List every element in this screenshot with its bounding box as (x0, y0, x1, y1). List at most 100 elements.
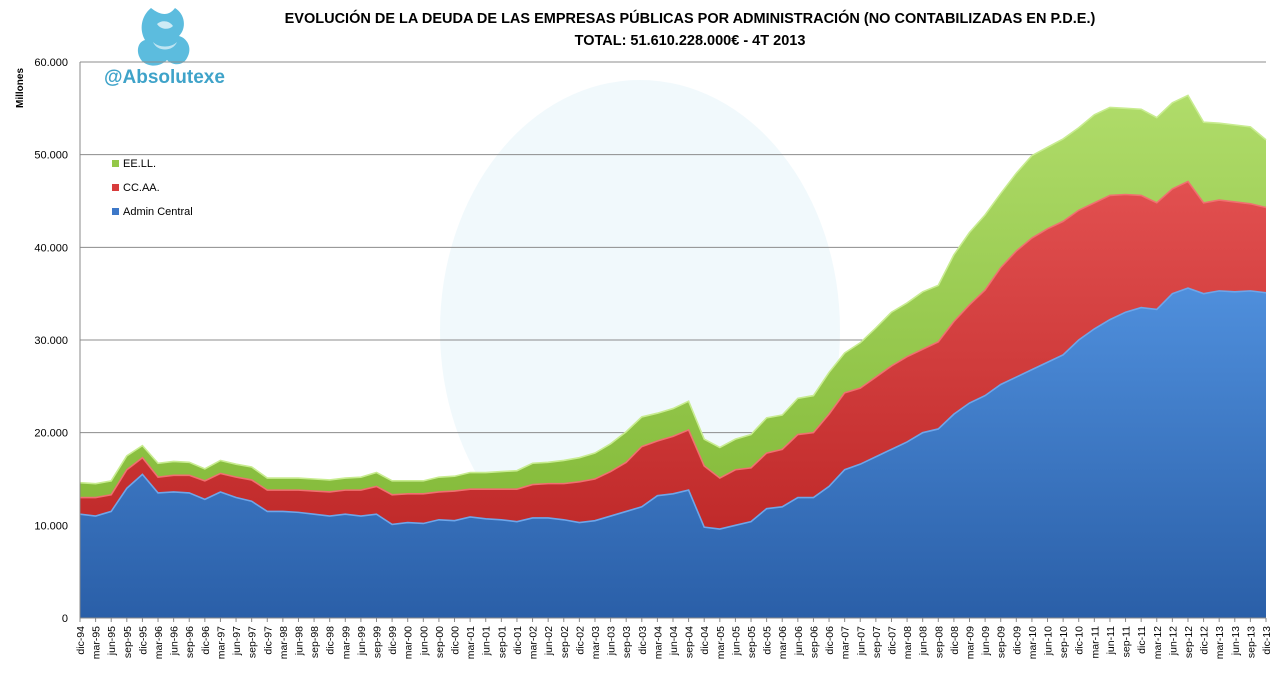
x-tick-label: mar-97 (215, 626, 227, 659)
x-tick-label: mar-05 (715, 626, 727, 659)
title-line-1: EVOLUCIÓN DE LA DEUDA DE LAS EMPRESAS PÚ… (284, 11, 1096, 27)
x-tick-label: dic-07 (886, 626, 898, 655)
x-tick-label: dic-01 (512, 626, 524, 655)
x-tick-label: mar-99 (340, 626, 352, 659)
x-tick-label: dic-00 (450, 626, 462, 655)
x-tick-label: mar-03 (590, 626, 602, 659)
x-tick-label: mar-09 (965, 626, 977, 659)
x-tick-label: dic-97 (262, 626, 274, 655)
x-tick-label: jun-02 (543, 626, 555, 656)
x-tick-label: dic-13 (1261, 626, 1273, 655)
x-tick-label: sep-09 (996, 626, 1008, 658)
y-axis: 0 10.000 20.000 30.000 40.000 50.000 60.000 (34, 57, 81, 625)
legend-entry: CC.AA. (123, 182, 160, 194)
x-tick-label: jun-99 (356, 626, 368, 656)
x-tick-label: jun-96 (169, 626, 181, 656)
watermark-handle: @Absolutexe (104, 67, 225, 88)
x-tick-label: sep-01 (496, 626, 508, 658)
y-tick-label: 40.000 (34, 242, 68, 254)
area-admin-central-edge (79, 287, 1267, 530)
x-tick-label: sep-99 (372, 626, 384, 658)
x-tick-label: jun-10 (1043, 626, 1055, 656)
x-tick-label: dic-05 (762, 626, 774, 655)
x-tick-label: jun-12 (1167, 626, 1179, 656)
y-tick-label: 20.000 (34, 428, 68, 440)
y-tick-label: 0 (62, 613, 68, 625)
x-tick-label: sep-98 (309, 626, 321, 658)
x-tick-label: mar-96 (153, 626, 165, 659)
x-tick-label: sep-95 (122, 626, 134, 658)
x-tick-label: dic-94 (75, 626, 87, 655)
x-tick-label: mar-08 (902, 626, 914, 659)
x-tick-label: mar-01 (465, 626, 477, 659)
x-tick-label: dic-04 (699, 626, 711, 655)
x-tick-label: sep-03 (621, 626, 633, 658)
x-tick-label: dic-98 (325, 626, 337, 655)
x-tick-label: jun-09 (980, 626, 992, 656)
x-tick-label: sep-96 (184, 626, 196, 658)
x-tick-label: sep-10 (1058, 626, 1070, 658)
x-tick-label: mar-07 (840, 626, 852, 659)
x-tick-label: sep-05 (746, 626, 758, 658)
x-tick-label: mar-04 (652, 626, 664, 659)
x-tick-label: dic-02 (574, 626, 586, 655)
y-tick-label: 10.000 (34, 520, 68, 532)
x-tick-label: sep-12 (1183, 626, 1195, 658)
x-tick-label: jun-03 (606, 626, 618, 656)
legend-swatch (112, 208, 119, 215)
x-tick-label: sep-00 (434, 626, 446, 658)
legend-entry: EE.LL. (123, 158, 156, 170)
x-tick-label: dic-08 (949, 626, 961, 655)
x-tick-label: mar-98 (278, 626, 290, 659)
x-tick-label: dic-99 (387, 626, 399, 655)
x-tick-label: dic-03 (637, 626, 649, 655)
area-eell-edge (79, 94, 1267, 485)
x-tick-label: jun-97 (231, 626, 243, 656)
x-tick-label: dic-11 (1136, 626, 1148, 654)
x-tick-label: dic-10 (1074, 626, 1086, 655)
x-tick-label: jun-06 (793, 626, 805, 656)
x-tick-label: mar-02 (528, 626, 540, 659)
x-tick-label: mar-95 (91, 626, 103, 659)
x-tick-label: mar-10 (1027, 626, 1039, 659)
y-tick-label: 50.000 (34, 150, 68, 162)
x-tick-label: mar-13 (1214, 626, 1226, 659)
legend: EE.LL. CC.AA. Admin Central (112, 158, 193, 218)
x-tick-label: dic-95 (137, 626, 149, 655)
x-tick-label: dic-96 (200, 626, 212, 655)
x-tick-label: jun-00 (418, 626, 430, 656)
legend-swatch (112, 160, 119, 167)
x-tick-label: jun-05 (730, 626, 742, 656)
area-ccaa-edge (80, 180, 1267, 499)
x-tick-label: mar-11 (1089, 626, 1101, 659)
x-tick-label: mar-06 (777, 626, 789, 659)
y-axis-label: Millones (15, 68, 26, 108)
x-tick-label: sep-13 (1245, 626, 1257, 658)
x-tick-label: dic-09 (1011, 626, 1023, 655)
x-tick-label: sep-97 (247, 626, 259, 658)
x-tick-label: sep-02 (559, 626, 571, 658)
legend-swatch (112, 184, 119, 191)
x-axis: dic-94 mar-95 jun-95 sep-95 dic-95 mar-96 jun-… (75, 617, 1273, 659)
x-tick-label: sep-11 (1121, 626, 1133, 657)
x-tick-label: jun-04 (668, 626, 680, 656)
x-tick-label: dic-06 (824, 626, 836, 655)
x-tick-label: jun-13 (1230, 626, 1242, 656)
area-series (79, 94, 1267, 618)
y-tick-label: 30.000 (34, 335, 68, 347)
x-tick-label: jun-11 (1105, 626, 1117, 656)
x-tick-label: jun-98 (293, 626, 305, 656)
x-tick-label: sep-04 (684, 626, 696, 658)
chart-title: EVOLUCIÓN DE LA DEUDA DE LAS EMPRESAS PÚ… (170, 8, 1210, 52)
x-tick-label: mar-00 (403, 626, 415, 659)
y-tick-label: 60.000 (34, 57, 68, 69)
x-tick-label: jun-07 (855, 626, 867, 656)
area-admin-central (80, 288, 1266, 618)
x-tick-label: sep-07 (871, 626, 883, 658)
area-eell (80, 95, 1266, 498)
x-tick-label: sep-08 (933, 626, 945, 658)
title-line-2: TOTAL: 51.610.228.000€ - 4T 2013 (574, 33, 806, 49)
x-tick-label: dic-12 (1199, 626, 1211, 655)
x-tick-label: sep-06 (808, 626, 820, 658)
